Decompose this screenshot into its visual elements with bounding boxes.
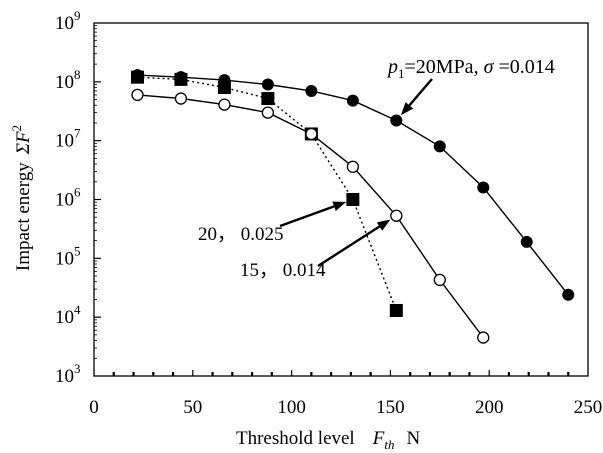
series-3-point xyxy=(131,88,144,102)
y-tick-label: 104 xyxy=(55,302,81,328)
annotation-arrow-20 xyxy=(279,201,347,228)
x-tick-label: 250 xyxy=(574,397,603,418)
x-tick-label: 100 xyxy=(277,397,306,418)
series-3-point xyxy=(218,98,231,111)
series-3-point xyxy=(477,331,490,344)
series-3-point xyxy=(261,106,275,119)
plot-frame xyxy=(93,22,589,377)
series-3-point xyxy=(346,160,360,173)
y-tick-label: 107 xyxy=(55,126,81,152)
series-2-point xyxy=(174,72,188,86)
series-3-point xyxy=(390,209,403,222)
y-axis-label: Impact energyΣF2 xyxy=(9,125,34,271)
data-points xyxy=(130,69,575,344)
y-tick-label: 103 xyxy=(55,361,81,387)
annotation-arrow-15 xyxy=(317,219,391,268)
annotation-series-20: 20， 0.025 xyxy=(198,224,284,245)
series-2-point xyxy=(217,81,231,95)
y-tick-label: 106 xyxy=(55,185,81,211)
series-1-line xyxy=(137,74,569,296)
series-1-point xyxy=(261,78,274,91)
series-1-point xyxy=(477,181,490,194)
series-1-point xyxy=(562,288,575,301)
annotation-arrows xyxy=(279,78,433,268)
series-3-point xyxy=(433,273,446,287)
series-2-point xyxy=(130,70,144,84)
annotation-arrow-main xyxy=(400,78,433,116)
series-1-point xyxy=(433,140,446,153)
x-tick-label: 50 xyxy=(183,397,202,418)
axis-ticks xyxy=(94,25,570,376)
series-2-point xyxy=(389,303,403,317)
x-axis-label: Threshold level Fth N xyxy=(236,428,420,452)
series-3-point xyxy=(305,127,318,141)
x-tick-label: 0 xyxy=(89,397,99,418)
x-tick-label: 200 xyxy=(475,397,504,418)
series-1-point xyxy=(390,114,403,127)
annotation-main: p1=20MPa, σ =0.014 xyxy=(386,56,555,81)
y-tick-label: 109 xyxy=(55,8,81,34)
tick-labels: 0 50 100 150 200 250 103 104 105 106 107 108 109 xyxy=(55,8,602,418)
series-1-point xyxy=(520,235,533,248)
annotation-series-15: 15， 0.014 xyxy=(240,260,326,281)
series-3-point xyxy=(174,92,188,105)
series-lines xyxy=(137,74,569,339)
y-tick-label: 108 xyxy=(55,67,81,93)
series-2-point xyxy=(261,92,275,106)
series-2-point xyxy=(346,193,360,206)
series-1-point xyxy=(346,94,359,107)
series-1-point xyxy=(305,84,318,97)
y-tick-label: 105 xyxy=(55,243,81,269)
x-tick-label: 150 xyxy=(376,397,405,418)
